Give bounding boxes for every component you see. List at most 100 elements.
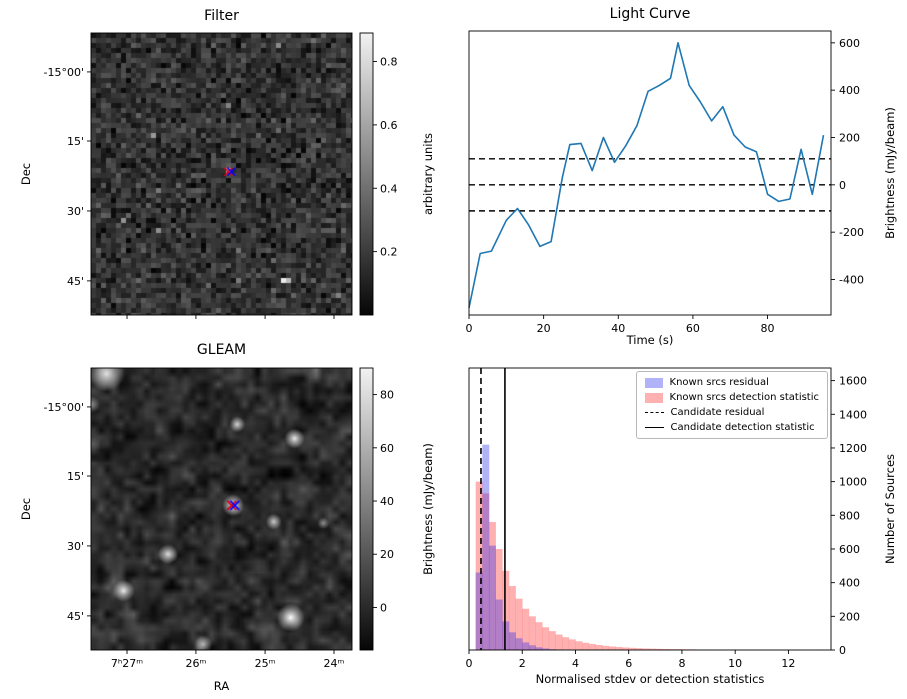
histogram-bar — [475, 572, 483, 650]
histogram-bar — [522, 608, 530, 650]
histogram-bar — [488, 545, 496, 650]
histogram-bar — [495, 599, 503, 650]
light-curve-y-tick-label: 0 — [839, 179, 846, 192]
filter-colorbar — [360, 33, 373, 315]
filter-colorbar-tick-label: 0.4 — [380, 182, 398, 195]
histogram-bar — [542, 648, 550, 650]
filter-image — [91, 33, 352, 315]
filter-colorbar-tick-label: 0.6 — [380, 119, 398, 132]
histogram-bar — [648, 648, 656, 650]
histogram-bar — [515, 638, 523, 650]
legend-item: Candidate residual — [644, 407, 819, 418]
light-curve-y-tick-label: -400 — [839, 274, 864, 287]
histogram-bar — [668, 649, 676, 650]
gleam-colorbar-label: Brightness (mJy/beam) — [421, 443, 435, 575]
gleam-colorbar-tick-label: 60 — [380, 442, 394, 455]
histogram-x-tick-label: 6 — [625, 657, 632, 670]
filter-y-axis-label: Dec — [19, 162, 33, 186]
histogram-bar — [675, 649, 683, 650]
histogram-bar — [542, 627, 550, 650]
gleam-colorbar-tick-label: 20 — [380, 548, 394, 561]
histogram-y-tick-label: 1200 — [839, 442, 867, 455]
legend-solid-line-icon — [644, 427, 664, 428]
legend-label: Known srcs detection statistic — [669, 392, 819, 403]
histogram-bar — [522, 642, 530, 650]
light-curve-y-tick-label: 200 — [839, 132, 860, 145]
gleam-colorbar-tick-label: 40 — [380, 495, 394, 508]
histogram-bar — [708, 649, 716, 650]
histogram-bar — [482, 493, 490, 650]
histogram-bar — [555, 634, 563, 650]
gleam-panel-title: GLEAM — [196, 342, 247, 358]
light-curve-y-axis-label: Brightness (mJy/beam) — [883, 107, 897, 239]
histogram-bar — [628, 647, 636, 650]
histogram-bar — [635, 648, 643, 650]
histogram-x-tick-label: 8 — [678, 657, 685, 670]
legend-patch-known-detstat-icon — [644, 392, 663, 403]
histogram-bar — [615, 646, 623, 650]
histogram-x-tick-label: 4 — [572, 657, 579, 670]
histogram-y-tick-label: 400 — [839, 577, 860, 590]
histogram-x-tick-label: 10 — [728, 657, 742, 670]
legend-label: Candidate residual — [670, 407, 765, 418]
legend-patch-known-residual-icon — [644, 377, 663, 388]
histogram-legend: Known srcs residual Known srcs detection… — [635, 371, 828, 439]
histogram-bar — [681, 649, 689, 650]
gleam-dec-tick-label: 30' — [67, 540, 84, 553]
histogram-bar — [595, 644, 603, 650]
histogram-bar — [622, 647, 630, 650]
light-curve-panel-title: Light Curve — [609, 6, 691, 22]
histogram-bar — [528, 616, 536, 650]
light-curve-y-tick-label: -200 — [839, 226, 864, 239]
gleam-colorbar — [360, 368, 373, 650]
histogram-bar — [508, 632, 516, 650]
light-curve-y-tick-label: 400 — [839, 84, 860, 97]
histogram-bar — [642, 648, 649, 650]
gleam-y-axis-label: Dec — [19, 497, 33, 521]
histogram-bar — [475, 481, 483, 650]
gleam-ra-tick-label: 24ᵐ — [324, 657, 345, 670]
histogram-x-tick-label: 12 — [781, 657, 795, 670]
axes-frame — [468, 30, 832, 316]
histogram-bar — [502, 621, 510, 650]
histogram-y-tick-label: 1000 — [839, 476, 867, 489]
histogram-bar — [508, 586, 516, 650]
gleam-dec-tick-label: -15°00' — [44, 401, 85, 414]
filter-dec-tick-label: 45' — [67, 275, 84, 288]
gleam-colorbar-tick-label: 0 — [380, 601, 387, 614]
filter-dec-tick-label: -15°00' — [44, 66, 85, 79]
legend-item: Candidate detection statistic — [644, 422, 819, 433]
histogram-bar — [562, 637, 570, 650]
histogram-y-axis-label: Number of Sources — [883, 453, 897, 565]
filter-colorbar-tick-label: 0.8 — [380, 56, 398, 69]
histogram-bar — [701, 649, 709, 650]
histogram-x-tick-label: 0 — [466, 657, 473, 670]
histogram-y-tick-label: 1600 — [839, 375, 867, 388]
histogram-bar — [488, 522, 496, 650]
histogram-bar — [482, 444, 490, 650]
light-curve-x-axis-label: Time (s) — [626, 333, 674, 347]
histogram-bar — [575, 641, 583, 650]
histogram-bar — [661, 648, 669, 650]
histogram-bar — [548, 649, 556, 650]
histogram-y-tick-label: 0 — [839, 644, 846, 657]
legend-item: Known srcs detection statistic — [644, 392, 819, 403]
gleam-ra-tick-label: 7ʰ27ᵐ — [111, 657, 143, 670]
histogram-bar — [608, 646, 616, 650]
gleam-ra-tick-label: 25ᵐ — [255, 657, 276, 670]
histogram-bar — [502, 570, 510, 650]
gleam-image — [91, 368, 352, 650]
histogram-bar — [695, 649, 703, 650]
legend-label: Known srcs residual — [669, 377, 769, 388]
filter-dec-tick-label: 15' — [67, 135, 84, 148]
histogram-y-tick-label: 200 — [839, 610, 860, 623]
histogram-x-axis-label: Normalised stdev or detection statistics — [535, 672, 765, 686]
histogram-x-tick-label: 2 — [519, 657, 526, 670]
filter-colorbar-label: arbitrary units — [421, 132, 435, 216]
histogram-bar — [588, 643, 596, 650]
histogram-bar — [495, 548, 503, 650]
histogram-bar — [515, 598, 523, 650]
legend-dashed-line-icon — [644, 412, 664, 413]
gleam-dec-tick-label: 45' — [67, 610, 84, 623]
